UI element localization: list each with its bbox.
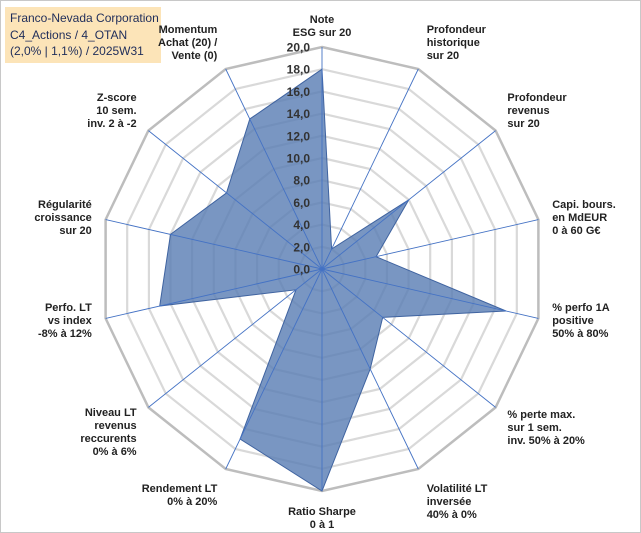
axis-label-line: Profondeur: [507, 92, 567, 104]
axis-label-line: en MdEUR: [552, 212, 607, 224]
axis-label-6: % perte max. sur 1 sem. inv. 50% à 20%: [507, 409, 585, 447]
title-line-period: (2,0% | 1,1%) / 2025W31: [10, 44, 144, 58]
title-line-company: Franco-Nevada Corporation: [10, 11, 159, 25]
axis-label-line: 10 sem.: [96, 105, 136, 117]
axis-label-line: % perte max.: [507, 409, 575, 421]
axis-label-11: Perfo. LT vs index -8% à 12%: [38, 302, 93, 340]
axis-label-7: Volatilité LT inversée 40% à 0%: [427, 483, 488, 521]
axis-label-1: Note ESG sur 20: [293, 14, 352, 39]
axis-label-13: Z-score 10 sem. inv. 2 à -2: [87, 92, 136, 130]
axis-label-line: inv. 2 à -2: [87, 118, 136, 130]
axis-spoke-10: [148, 268, 323, 408]
tick-label: 4,0: [293, 218, 310, 232]
axis-spoke-9: [225, 268, 323, 470]
tick-label: 2,0: [293, 240, 310, 254]
axis-spoke-6: [321, 268, 496, 408]
title-line-category: C4_Actions / 4_OTAN: [10, 27, 128, 42]
axis-spoke-13: [148, 130, 323, 270]
axis-label-line: 0% à 6%: [93, 446, 137, 458]
tick-label: 10,0: [287, 152, 311, 166]
tick-label: 14,0: [287, 107, 311, 121]
axis-label-10: Niveau LT revenus reccurents 0% à 6%: [80, 407, 137, 458]
axis-label-line: historique: [427, 37, 480, 49]
axis-label-line: Z-score: [97, 92, 137, 104]
axis-label-line: positive: [552, 315, 594, 327]
axis-label-line: Vente (0): [171, 50, 217, 62]
axis-label-3: Profondeur revenus sur 20: [507, 92, 567, 130]
tick-label: 0,0: [293, 263, 310, 277]
tick-label: 12,0: [287, 129, 311, 143]
axis-label-line: 40% à 0%: [427, 509, 477, 521]
axis-label-line: revenus: [507, 105, 549, 117]
axis-label-line: Achat (20) /: [158, 37, 217, 49]
axis-label-line: reccurents: [80, 433, 136, 445]
axis-label-line: revenus: [94, 420, 136, 432]
axis-label-line: inv. 50% à 20%: [507, 435, 585, 447]
axis-spoke-7: [321, 268, 419, 470]
axis-label-line: sur 1 sem.: [507, 422, 561, 434]
axis-label-line: sur 20: [507, 118, 539, 130]
axis-label-line: Volatilité LT: [427, 483, 488, 495]
axis-label-line: 0 à 60 G€: [552, 225, 600, 237]
tick-label: 6,0: [293, 196, 310, 210]
axis-label-line: Perfo. LT: [45, 302, 92, 314]
axis-label-5: % perfo 1A positive 50% à 80%: [552, 302, 610, 340]
axis-spoke-12: [105, 219, 323, 270]
axis-spoke-14: [225, 68, 323, 270]
series-polygon: [159, 68, 507, 492]
axis-label-14: Momentum Achat (20) / Vente (0): [158, 24, 218, 62]
axis-label-line: 0% à 20%: [167, 496, 217, 508]
axis-label-2: Profondeur historique sur 20: [427, 24, 487, 62]
tick-label: 8,0: [293, 174, 310, 188]
axis-label-12: Régularité croissance sur 20: [34, 199, 91, 237]
axis-spoke-2: [321, 68, 419, 270]
axis-label-line: Régularité: [38, 199, 92, 211]
axis-label-line: Capi. bours.: [552, 199, 616, 211]
axis-spoke-5: [321, 268, 539, 319]
axis-label-line: ESG sur 20: [293, 27, 352, 39]
axis-label-line: Niveau LT: [85, 407, 137, 419]
axis-label-line: 0 à 1: [310, 519, 334, 531]
tick-label: 16,0: [287, 85, 311, 99]
chart-title-box: Franco-Nevada Corporation C4_Actions / 4…: [5, 7, 161, 63]
axis-label-line: Rendement LT: [142, 483, 218, 495]
axis-label-line: inversée: [427, 496, 472, 508]
axis-label-line: Ratio Sharpe: [288, 506, 356, 518]
axis-label-line: -8% à 12%: [38, 328, 92, 340]
axis-label-9: Rendement LT 0% à 20%: [142, 483, 218, 508]
axis-label-4: Capi. bours. en MdEUR 0 à 60 G€: [552, 199, 616, 237]
axis-label-line: Note: [310, 14, 334, 26]
axis-spoke-3: [321, 130, 496, 270]
tick-label: 18,0: [287, 63, 311, 77]
axis-spoke-11: [105, 268, 323, 319]
axis-spoke-4: [321, 219, 539, 270]
axis-label-line: sur 20: [427, 50, 459, 62]
axis-label-line: 50% à 80%: [552, 328, 608, 340]
axis-label-line: croissance: [34, 212, 91, 224]
axis-label-8: Ratio Sharpe 0 à 1: [288, 506, 356, 531]
axis-label-line: Profondeur: [427, 24, 487, 36]
axis-label-line: vs index: [48, 315, 93, 327]
axis-label-line: % perfo 1A: [552, 302, 610, 314]
tick-label: 20,0: [287, 41, 311, 55]
axis-label-line: sur 20: [59, 225, 91, 237]
axis-label-line: Momentum: [159, 24, 218, 36]
